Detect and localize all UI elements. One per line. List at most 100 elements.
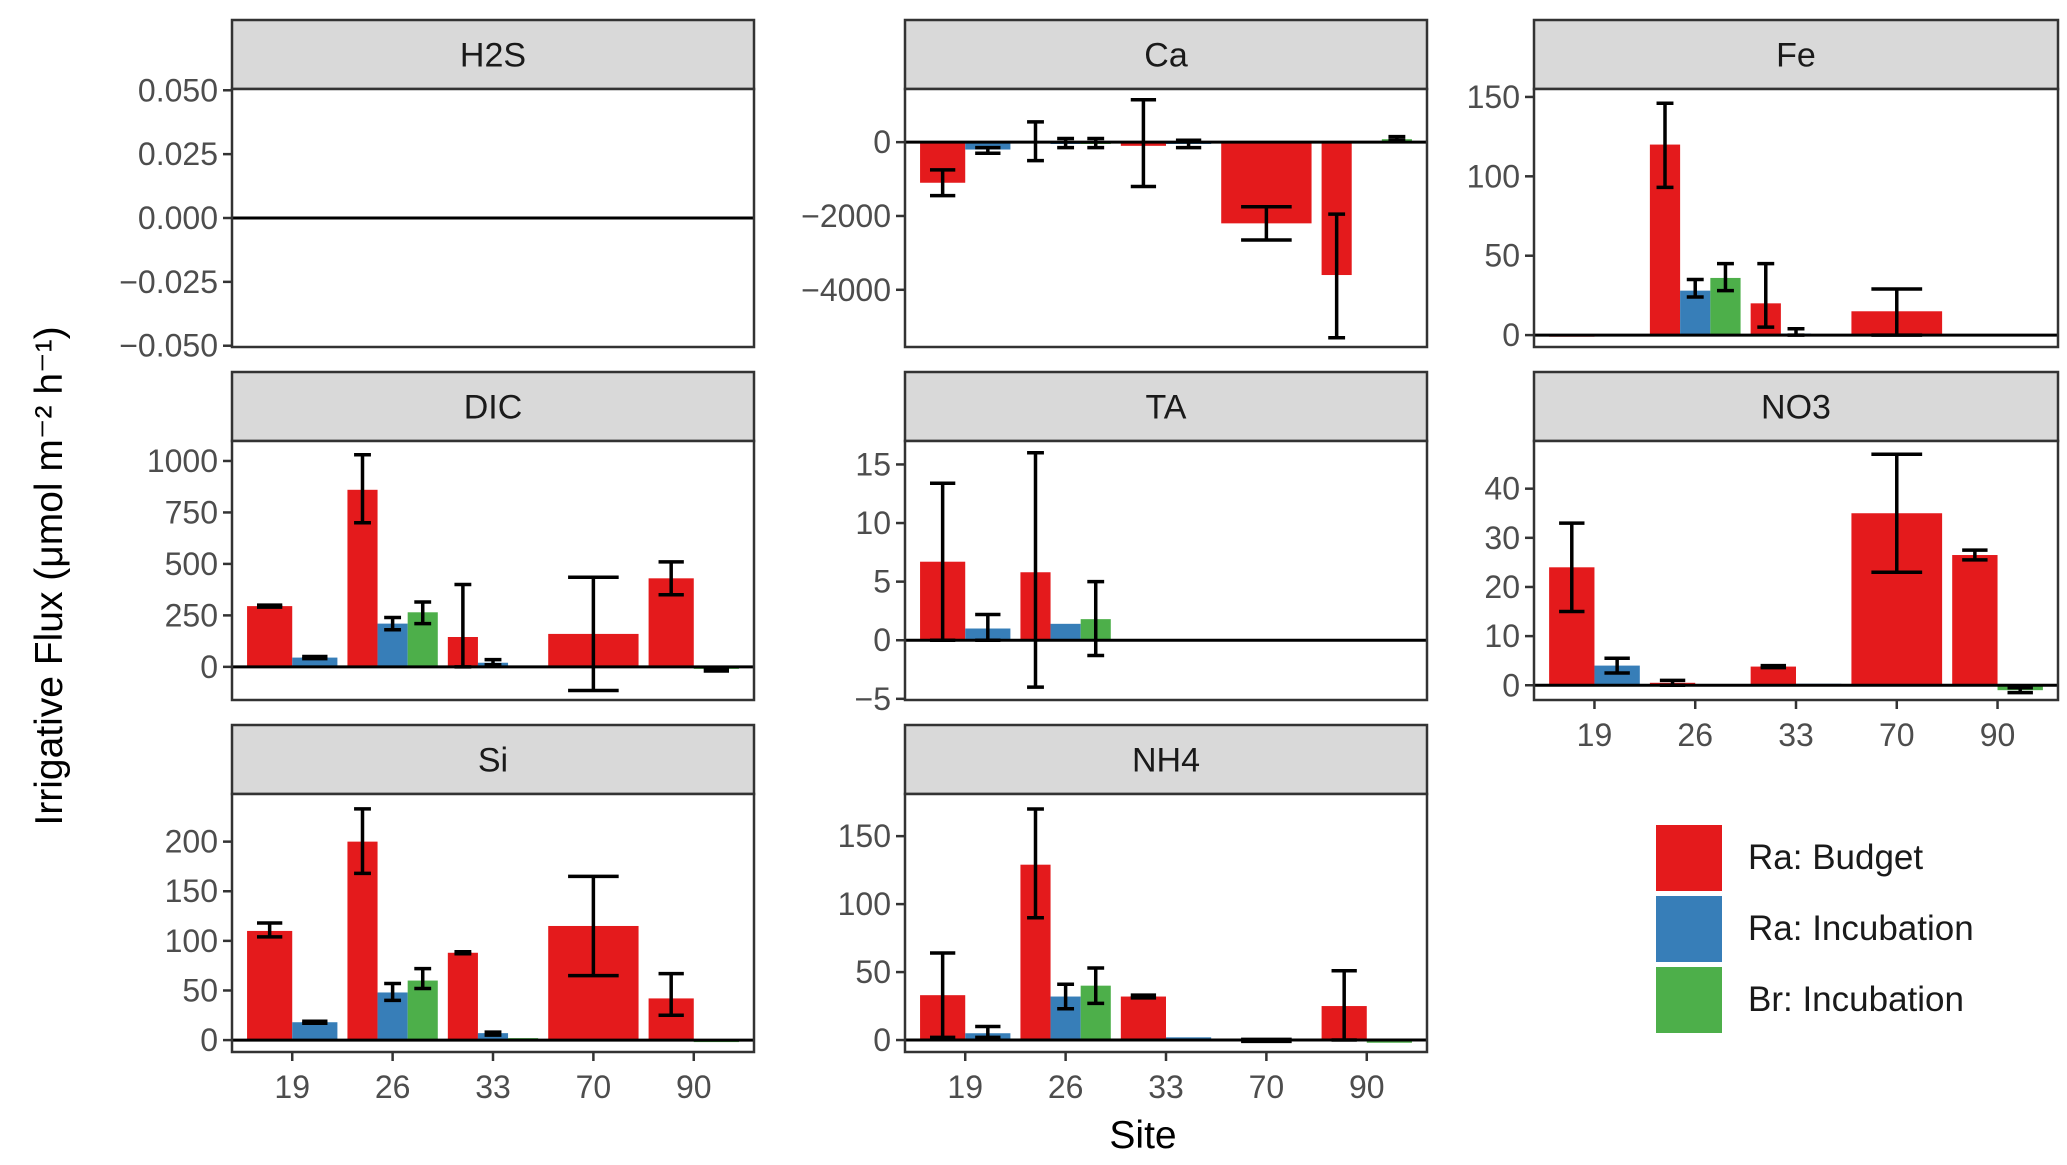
bar-si-33-s0 [447, 952, 478, 1041]
bar-dic-19-s1 [292, 657, 338, 667]
bar-si-19-s1 [292, 1022, 338, 1041]
x-tick-label: 26 [375, 1069, 411, 1105]
y-tick-label: −0.025 [119, 264, 218, 300]
bar-nh4-33-s0 [1120, 996, 1166, 1041]
panel-border-nh4 [903, 792, 1429, 1054]
y-tick-label: 10 [1484, 618, 1520, 654]
x-tick-label: 70 [576, 1069, 612, 1105]
x-axis-title: Site [1109, 1114, 1176, 1157]
bar-si-19-s0 [247, 930, 293, 1041]
panel-border-no3 [1532, 439, 2060, 702]
y-tick-label: 100 [165, 923, 218, 959]
y-tick-label: 15 [855, 446, 891, 482]
x-tick-label: 90 [1349, 1069, 1385, 1105]
y-tick-label: 250 [165, 597, 218, 633]
y-tick-label: 500 [165, 546, 218, 582]
y-tick-label: 10 [855, 505, 891, 541]
legend-item-ra-incubation: Ra: Incubation [1656, 893, 1974, 964]
bar-dic-19-s0 [247, 606, 293, 667]
facet-title: Si [478, 742, 508, 780]
y-tick-label: −0.050 [119, 328, 218, 364]
y-tick-label: 100 [838, 886, 891, 922]
bar-no3-90-s0 [1952, 555, 1998, 686]
facet-title: DIC [464, 389, 523, 427]
legend-swatch-red [1656, 824, 1722, 891]
panel-border-h2s [230, 87, 756, 349]
y-tick-label: 0 [873, 124, 891, 160]
y-tick-label: 200 [165, 824, 218, 860]
bar-si-26-s2 [407, 980, 438, 1041]
legend-swatch-blue [1656, 895, 1722, 962]
x-tick-label: 70 [1879, 717, 1915, 753]
y-tick-label: 0 [873, 1022, 891, 1058]
y-tick-label: 1000 [147, 443, 218, 479]
x-tick-label: 19 [947, 1069, 983, 1105]
x-tick-label: 70 [1249, 1069, 1285, 1105]
facet-strip-fe [1532, 18, 2060, 91]
y-tick-label: −4000 [801, 272, 891, 308]
y-axis-title: Irrigative Flux (μmol m⁻² h⁻¹) [28, 326, 71, 825]
y-tick-label: 50 [182, 972, 218, 1008]
y-tick-label: 0 [200, 1022, 218, 1058]
facet-title: NO3 [1761, 389, 1831, 427]
panel-border-si [230, 792, 756, 1054]
facet-strip-nh4 [903, 723, 1429, 796]
x-tick-label: 33 [475, 1069, 511, 1105]
y-tick-label: 0 [1502, 667, 1520, 703]
y-tick-label: 0.000 [138, 200, 218, 236]
facet-title: Fe [1776, 37, 1816, 75]
y-tick-label: 0 [873, 622, 891, 658]
y-tick-label: 50 [855, 954, 891, 990]
legend-label: Ra: Incubation [1748, 908, 1974, 948]
y-tick-label: 50 [1484, 238, 1520, 274]
bar-ca-19-s1 [965, 142, 1011, 150]
y-tick-label: 20 [1484, 569, 1520, 605]
panel-border-fe [1532, 87, 2060, 349]
bar-ta-26-s1 [1050, 623, 1081, 641]
x-tick-label: 33 [1148, 1069, 1184, 1105]
x-tick-label: 19 [274, 1069, 310, 1105]
y-tick-label: 150 [1467, 79, 1520, 115]
y-tick-label: 0.025 [138, 136, 218, 172]
y-tick-label: 30 [1484, 520, 1520, 556]
x-tick-label: 90 [676, 1069, 712, 1105]
y-tick-label: 5 [873, 564, 891, 600]
y-tick-label: 100 [1467, 158, 1520, 194]
y-tick-label: 750 [165, 494, 218, 530]
y-tick-label: −2000 [801, 198, 891, 234]
y-tick-label: 0 [200, 649, 218, 685]
legend-label: Ra: Budget [1748, 837, 1924, 877]
x-tick-label: 26 [1048, 1069, 1084, 1105]
legend-label: Br: Incubation [1748, 979, 1964, 1019]
y-tick-label: 150 [838, 818, 891, 854]
facet-strip-no3 [1532, 370, 2060, 443]
bar-no3-19-s1 [1594, 665, 1640, 686]
legend-swatch-green [1656, 966, 1722, 1033]
x-tick-label: 19 [1577, 717, 1613, 753]
x-tick-label: 26 [1677, 717, 1713, 753]
bar-no3-33-s0 [1750, 666, 1796, 686]
panel-border-ca [903, 87, 1429, 349]
panel-background [1534, 89, 2058, 347]
facet-title: H2S [460, 37, 526, 75]
legend-item-ra-budget: Ra: Budget [1656, 822, 1974, 893]
legend-item-br-incubation: Br: Incubation [1656, 964, 1974, 1035]
panel-background [905, 441, 1427, 700]
y-tick-label: −5 [855, 681, 891, 717]
facet-strip-h2s [230, 18, 756, 91]
y-tick-label: 0 [1502, 317, 1520, 353]
legend: Ra: Budget Ra: Incubation Br: Incubation [1656, 822, 1974, 1035]
facet-title: Ca [1144, 37, 1188, 75]
y-tick-label: 0.050 [138, 72, 218, 108]
y-tick-label: 40 [1484, 471, 1520, 507]
facet-title: TA [1146, 389, 1187, 427]
facet-strip-ta [903, 370, 1429, 443]
x-tick-label: 33 [1778, 717, 1814, 753]
y-tick-label: 150 [165, 873, 218, 909]
facet-strip-ca [903, 18, 1429, 91]
facet-title: NH4 [1132, 742, 1200, 780]
x-tick-label: 90 [1980, 717, 2016, 753]
panel-border-dic [230, 439, 756, 702]
